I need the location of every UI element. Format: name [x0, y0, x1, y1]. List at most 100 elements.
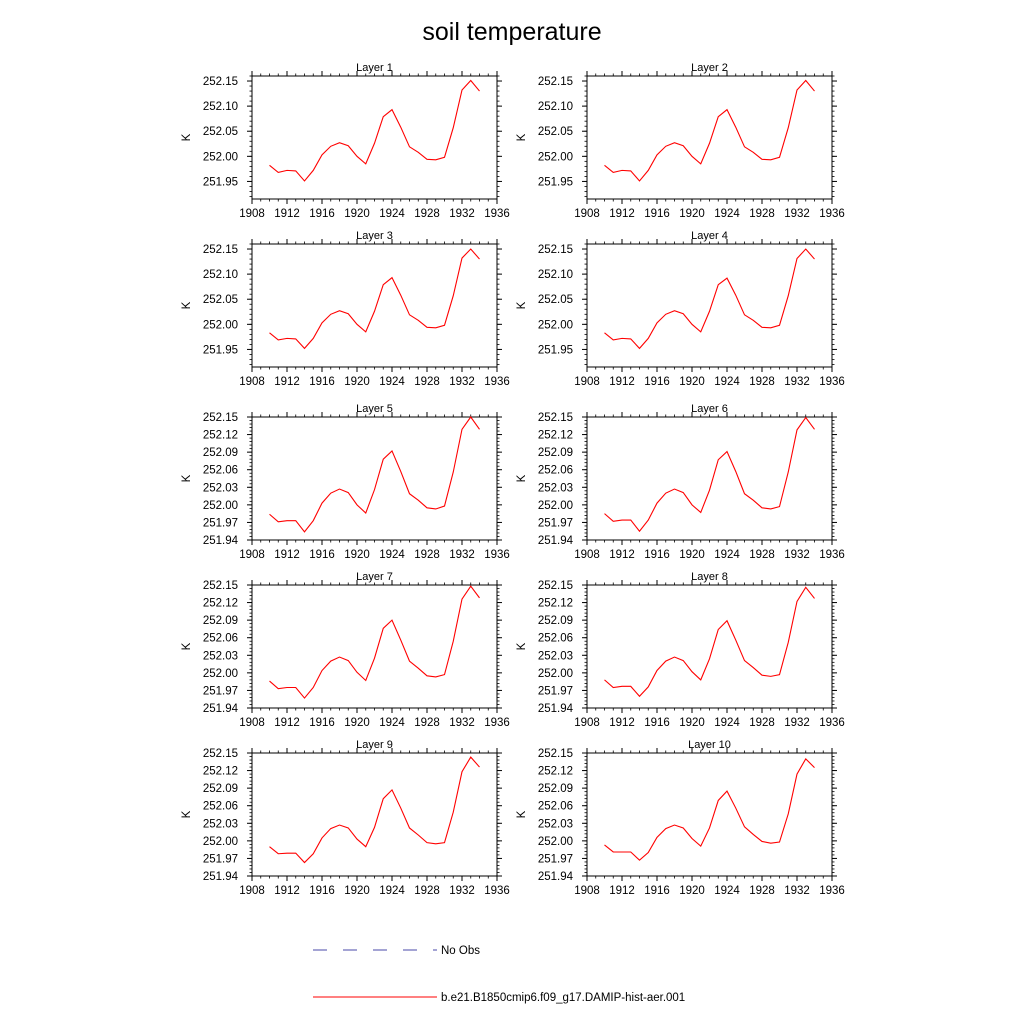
x-tick-label: 1924	[379, 376, 405, 388]
y-tick-label: 251.97	[538, 853, 573, 865]
series-line-model	[269, 248, 480, 350]
x-tick-label: 1936	[484, 717, 510, 729]
y-tick-label: 252.03	[203, 818, 238, 830]
series-line-model	[269, 79, 480, 182]
x-tick-label: 1924	[379, 885, 405, 897]
x-tick-label: 1932	[784, 717, 810, 729]
legend-label: b.e21.B1850cmip6.f09_g17.DAMIP-hist-aer.…	[441, 992, 685, 1004]
y-tick-label: 251.94	[538, 535, 574, 547]
y-tick-label: 251.97	[203, 853, 238, 865]
x-tick-label: 1916	[309, 885, 335, 897]
panel-5: Layer 5 K 1908 1912 1916 1920 1924 1928 1932 1936…	[181, 403, 510, 561]
y-tick-label: 252.09	[538, 783, 573, 795]
y-tick-label: 252.15	[203, 748, 238, 760]
x-tick-label: 1936	[819, 885, 845, 897]
plot-frame	[586, 752, 833, 877]
plot-frame	[586, 75, 833, 200]
panel-1: Layer 1 K 1908 1912 1916 1920 1924 1928 1932 1936…	[181, 62, 510, 220]
x-tick-label: 1924	[379, 717, 405, 729]
x-tick-label: 1932	[784, 549, 810, 561]
x-tick-label: 1908	[574, 208, 600, 220]
y-tick-label: 252.10	[203, 101, 238, 113]
y-tick-label: 252.03	[538, 818, 573, 830]
x-tick-label: 1912	[274, 376, 300, 388]
panel-4: Layer 4 K 1908 1912 1916 1920 1924 1928 1932 1936…	[516, 230, 845, 388]
y-axis-label: K	[181, 810, 193, 818]
y-tick-label: 252.00	[203, 500, 238, 512]
panel-title: Layer 3	[356, 230, 393, 242]
x-tick-label: 1932	[784, 376, 810, 388]
x-tick-label: 1916	[644, 376, 670, 388]
y-tick-label: 252.12	[203, 766, 238, 778]
plot-frame	[251, 75, 498, 200]
x-tick-label: 1920	[344, 717, 370, 729]
x-tick-label: 1920	[679, 376, 705, 388]
plot-frame	[251, 584, 498, 709]
x-tick-label: 1932	[784, 885, 810, 897]
y-tick-label: 251.94	[538, 871, 574, 883]
y-tick-label: 252.10	[538, 101, 573, 113]
panel-title: Layer 5	[356, 403, 393, 415]
y-tick-label: 251.94	[203, 871, 239, 883]
panel-title: Layer 1	[356, 62, 393, 74]
x-tick-label: 1928	[749, 376, 775, 388]
figure-title: soil temperature	[422, 18, 601, 46]
x-tick-label: 1924	[379, 549, 405, 561]
y-tick-label: 252.10	[203, 269, 238, 281]
y-tick-label: 251.95	[203, 344, 238, 356]
x-tick-label: 1932	[449, 208, 475, 220]
y-tick-label: 252.03	[203, 482, 238, 494]
x-tick-label: 1912	[274, 885, 300, 897]
x-tick-label: 1912	[609, 376, 635, 388]
x-tick-label: 1924	[379, 208, 405, 220]
x-tick-label: 1924	[714, 717, 740, 729]
x-tick-label: 1912	[609, 549, 635, 561]
series-line-model	[604, 757, 815, 861]
x-tick-label: 1908	[239, 717, 265, 729]
y-tick-label: 252.06	[538, 633, 573, 645]
x-tick-label: 1936	[484, 885, 510, 897]
x-tick-label: 1928	[749, 885, 775, 897]
y-tick-label: 252.10	[538, 269, 573, 281]
y-tick-label: 251.95	[203, 176, 238, 188]
series-line-model	[604, 248, 815, 350]
y-tick-label: 252.15	[538, 244, 573, 256]
y-tick-label: 251.94	[203, 535, 239, 547]
y-axis-label: K	[181, 642, 193, 650]
y-tick-label: 252.06	[203, 465, 238, 477]
y-tick-label: 252.00	[538, 668, 573, 680]
x-tick-label: 1920	[344, 549, 370, 561]
y-tick-label: 251.97	[538, 517, 573, 529]
y-axis-label: K	[516, 474, 528, 482]
x-tick-label: 1932	[449, 717, 475, 729]
plot-frame	[251, 243, 498, 368]
y-tick-label: 252.03	[538, 650, 573, 662]
y-tick-label: 252.00	[203, 668, 238, 680]
y-axis-label: K	[516, 810, 528, 818]
y-axis-label: K	[181, 474, 193, 482]
y-tick-label: 252.00	[203, 319, 238, 331]
panel-7: Layer 7 K 1908 1912 1916 1920 1924 1928 1932 1936…	[181, 571, 510, 729]
x-tick-label: 1908	[574, 717, 600, 729]
x-tick-label: 1912	[609, 885, 635, 897]
panel-10: Layer 10 K 1908 1912 1916 1920 1924 1928 1932 193…	[516, 739, 845, 897]
y-tick-label: 252.15	[538, 412, 573, 424]
x-tick-label: 1908	[574, 376, 600, 388]
y-tick-label: 252.06	[203, 801, 238, 813]
x-tick-label: 1932	[449, 376, 475, 388]
y-tick-label: 252.00	[538, 151, 573, 163]
panel-title: Layer 7	[356, 571, 393, 583]
x-tick-label: 1908	[574, 885, 600, 897]
x-tick-label: 1924	[714, 208, 740, 220]
x-tick-label: 1928	[414, 208, 440, 220]
x-tick-label: 1932	[784, 208, 810, 220]
plot-frame	[586, 416, 833, 541]
x-tick-label: 1916	[644, 549, 670, 561]
x-tick-label: 1912	[274, 717, 300, 729]
x-tick-label: 1928	[414, 885, 440, 897]
x-tick-label: 1936	[819, 208, 845, 220]
series-line-model	[269, 756, 480, 864]
y-tick-label: 252.00	[203, 151, 238, 163]
panel-2: Layer 2 K 1908 1912 1916 1920 1924 1928 1932 1936…	[516, 62, 845, 220]
y-tick-label: 252.09	[538, 615, 573, 627]
